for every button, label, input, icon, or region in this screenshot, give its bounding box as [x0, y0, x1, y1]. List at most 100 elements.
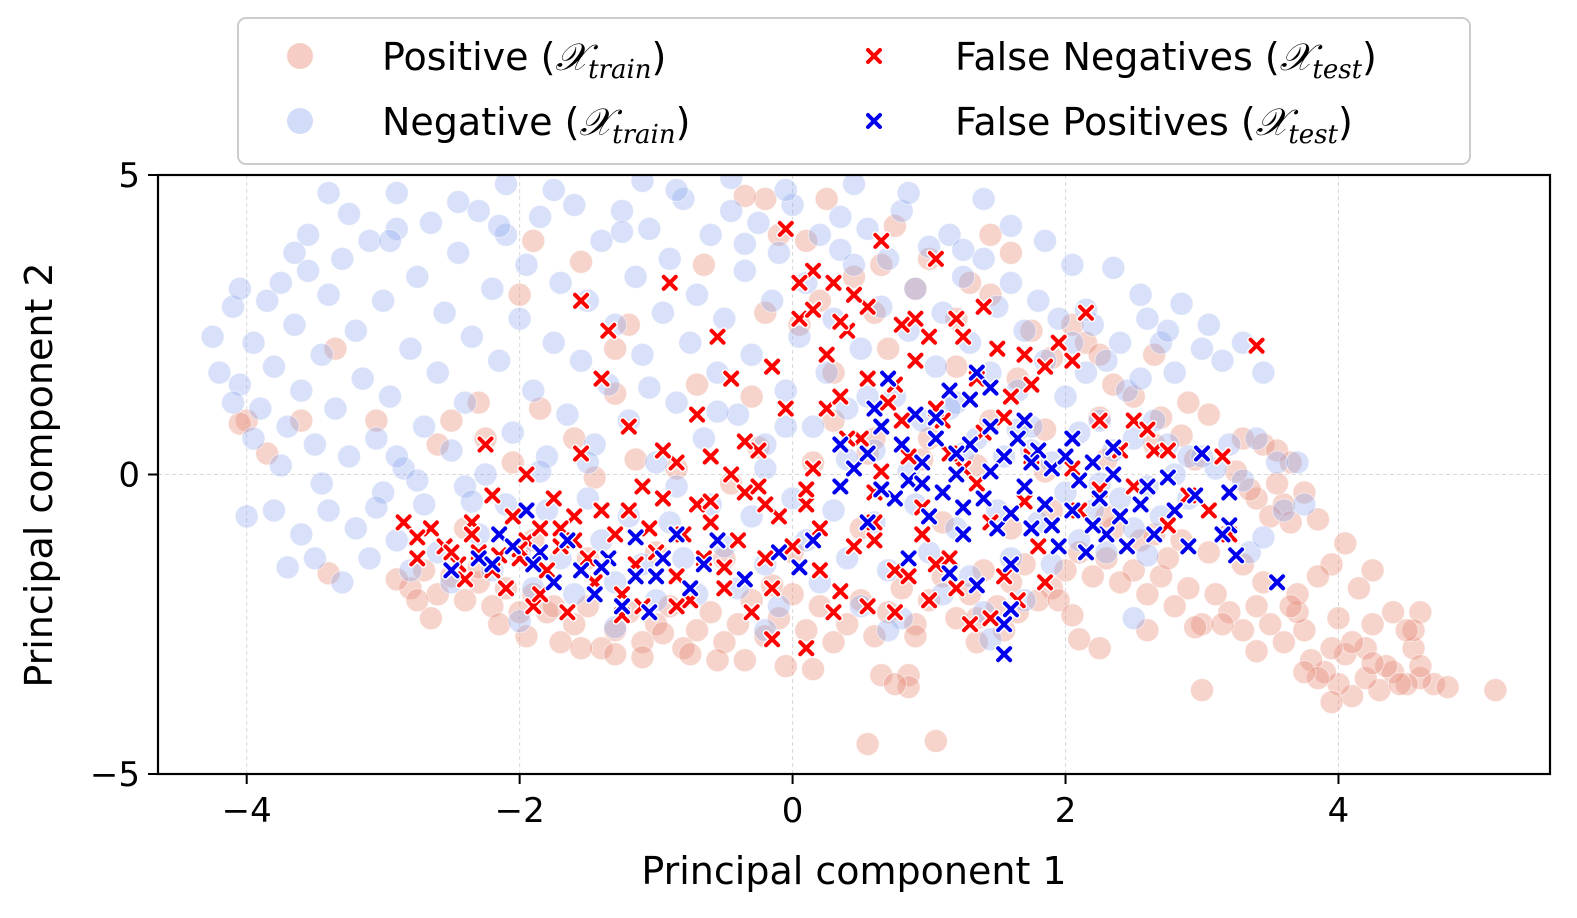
point-s2-168 [701, 491, 721, 511]
point-s0-203 [1244, 639, 1269, 664]
point-s3-81 [1062, 429, 1082, 449]
point-s0-111 [1176, 390, 1201, 415]
point-s2-91 [1062, 351, 1082, 371]
point-s3-2 [489, 524, 509, 544]
point-s3-12 [626, 566, 646, 586]
legend-label-false-positives-test: False Positives (𝒳test) [955, 100, 1353, 150]
point-s0-123 [1360, 558, 1385, 583]
point-s0-234 [801, 450, 826, 475]
point-s1-63 [650, 300, 675, 325]
point-s3-92 [1219, 482, 1239, 502]
point-s2-93 [1090, 411, 1110, 431]
point-s1-1 [221, 294, 246, 319]
point-s2-103 [824, 602, 844, 622]
point-s1-0 [207, 360, 232, 385]
point-s2-128 [803, 459, 823, 479]
plot-area [156, 173, 1552, 776]
point-s3-90 [980, 462, 1000, 482]
point-s1-14 [316, 282, 341, 307]
point-s1-57 [610, 198, 634, 223]
point-s2-154 [455, 569, 475, 589]
point-s1-48 [548, 270, 573, 295]
point-s3-64 [1178, 536, 1198, 556]
point-s3-15 [667, 524, 687, 544]
point-s1-118 [1026, 288, 1051, 313]
point-s0-162 [1319, 690, 1344, 715]
point-s2-129 [748, 476, 768, 496]
point-s1-69 [691, 426, 716, 451]
point-s2-54 [796, 494, 816, 514]
point-s2-72 [919, 327, 939, 347]
point-s0-0 [1483, 678, 1508, 703]
point-s1-34 [453, 390, 478, 415]
point-s3-62 [1144, 524, 1164, 544]
point-s3-29 [905, 405, 925, 425]
point-s1-241 [234, 504, 259, 529]
point-s0-124 [1346, 576, 1371, 601]
x-axis: −4 −2 0 2 4 [222, 774, 1349, 831]
point-s2-83 [994, 566, 1014, 586]
point-s0-107 [1074, 330, 1098, 355]
point-s2-100 [1247, 336, 1267, 356]
point-s2-17 [544, 488, 564, 508]
point-s1-169 [562, 582, 587, 607]
point-s3-20 [803, 530, 823, 550]
point-s2-66 [878, 393, 898, 413]
point-s2-50 [769, 506, 789, 526]
point-s2-75 [940, 548, 960, 568]
point-s1-184 [766, 594, 791, 619]
point-s1-73 [719, 198, 744, 223]
point-s2-115 [592, 500, 612, 520]
point-s0-142 [773, 654, 798, 679]
point-s1-136 [1149, 330, 1174, 355]
point-s2-161 [885, 602, 905, 622]
point-s0-99 [732, 183, 757, 208]
point-s1-235 [876, 618, 901, 643]
point-s2-53 [789, 309, 809, 329]
point-s2-44 [728, 530, 748, 550]
point-s2-114 [632, 476, 652, 496]
point-s0-21 [1326, 606, 1351, 631]
point-s2-113 [667, 453, 687, 473]
point-s3-88 [1042, 515, 1062, 535]
point-s2-19 [557, 602, 577, 622]
point-s3-36 [953, 524, 973, 544]
point-s1-148 [1285, 450, 1310, 475]
point-s0-201 [1087, 636, 1112, 661]
point-s1-158 [412, 492, 437, 517]
point-s1-17 [337, 444, 362, 469]
point-s2-150 [830, 312, 850, 332]
point-s2-159 [762, 578, 782, 598]
point-s3-82 [1103, 438, 1123, 458]
point-s1-153 [343, 516, 368, 541]
point-s2-2 [421, 518, 441, 538]
point-s2-171 [892, 411, 912, 431]
y-axis-label: Principal component 2 [17, 262, 61, 687]
legend-entry-positive-train: Positive (𝒳train) [287, 35, 666, 85]
point-s1-217 [221, 390, 246, 415]
point-s2-22 [578, 548, 598, 568]
point-s0-156 [882, 672, 907, 697]
point-s2-148 [789, 273, 809, 293]
point-s0-147 [603, 642, 628, 667]
point-s2-102 [796, 638, 816, 658]
legend-marker-false-positives-test [866, 113, 882, 129]
point-s2-126 [1062, 459, 1082, 479]
point-s1-229 [1128, 282, 1153, 307]
point-s1-133 [1128, 366, 1153, 391]
point-s2-26 [605, 524, 625, 544]
point-s0-23 [1292, 618, 1317, 643]
point-s0-245 [569, 249, 594, 274]
point-s3-99 [592, 557, 612, 577]
point-s1-107 [951, 264, 976, 289]
point-s3-51 [1056, 447, 1076, 467]
point-s1-275 [637, 375, 662, 400]
point-s0-154 [923, 729, 948, 754]
point-s0-228 [466, 390, 491, 415]
point-s3-8 [571, 560, 591, 580]
point-s1-262 [1033, 228, 1058, 253]
point-s3-33 [933, 482, 953, 502]
point-s3-102 [789, 557, 809, 577]
point-s3-98 [626, 527, 646, 547]
point-s1-263 [1101, 255, 1126, 280]
